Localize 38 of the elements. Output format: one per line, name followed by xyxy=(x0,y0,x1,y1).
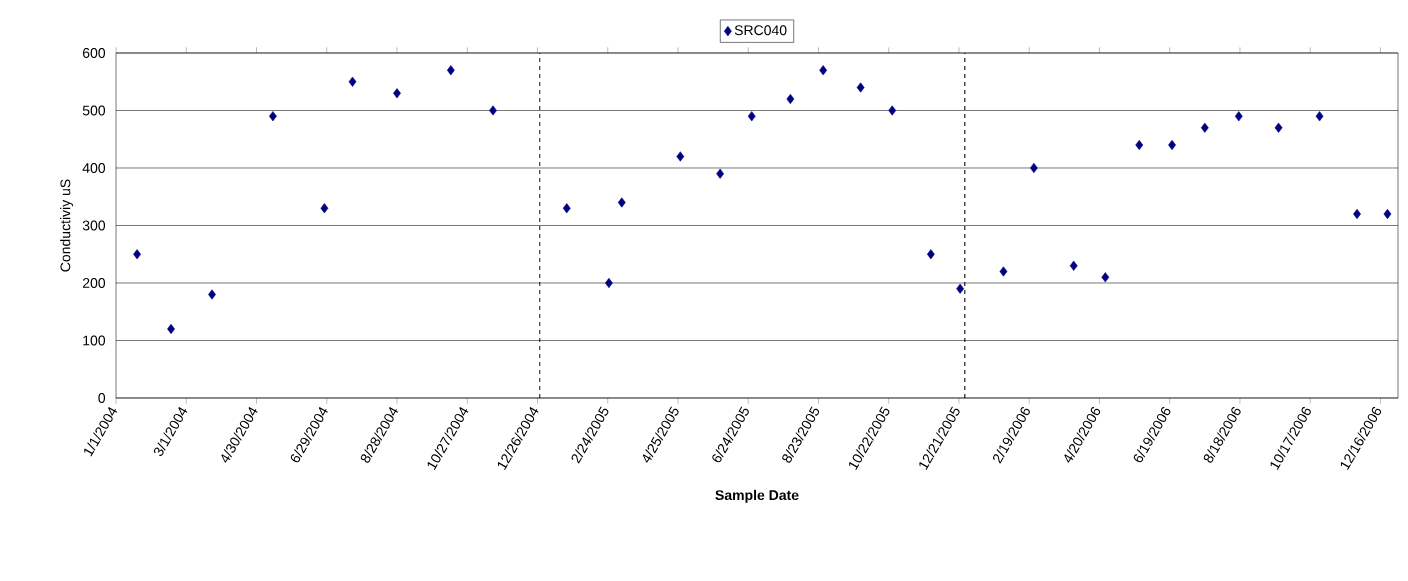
point xyxy=(1234,111,1243,122)
point xyxy=(716,168,724,179)
point xyxy=(1274,122,1283,133)
y-tick-label: 200 xyxy=(82,278,106,288)
point xyxy=(208,289,216,300)
point xyxy=(1200,122,1209,133)
y-tick-label: 400 xyxy=(82,163,106,173)
y-tick-label: 600 xyxy=(82,48,106,58)
y-tick-label: 0 xyxy=(98,393,106,403)
point xyxy=(348,76,357,87)
y-tick-label: 300 xyxy=(82,220,106,231)
point xyxy=(856,82,865,93)
point xyxy=(1135,139,1144,151)
point xyxy=(1101,272,1110,283)
point xyxy=(393,88,401,99)
point xyxy=(956,283,965,294)
point xyxy=(489,105,497,116)
point xyxy=(617,197,626,208)
point xyxy=(446,65,455,76)
point xyxy=(320,203,329,214)
point xyxy=(819,65,828,76)
point xyxy=(888,105,897,116)
point xyxy=(786,93,795,105)
point xyxy=(133,249,141,260)
point xyxy=(562,203,571,214)
legend-label: SRC040 xyxy=(734,25,787,36)
point xyxy=(747,111,756,122)
point xyxy=(1383,208,1392,220)
y-tick-label: 500 xyxy=(82,105,106,116)
point xyxy=(676,151,685,162)
point xyxy=(269,111,277,122)
point xyxy=(927,249,935,260)
point xyxy=(999,266,1008,277)
point xyxy=(1315,111,1324,122)
y-axis-title: Conductiviy uS xyxy=(60,179,74,272)
point xyxy=(1069,260,1078,271)
y-tick-label: 100 xyxy=(83,335,106,346)
x-axis-title: Sample Date xyxy=(715,489,799,503)
